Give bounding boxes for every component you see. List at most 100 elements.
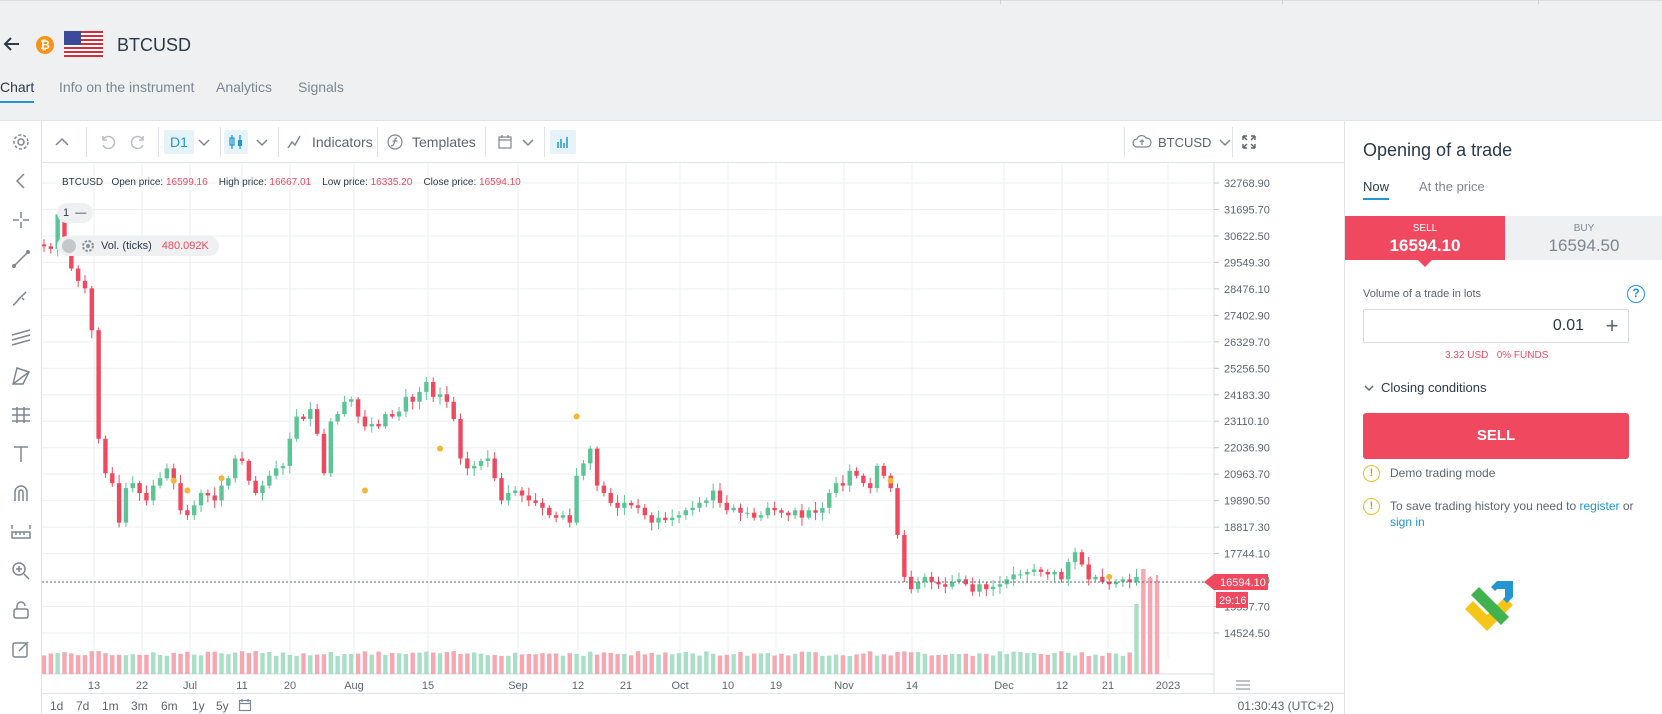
buy-price-box[interactable]: BUY 16594.50: [1505, 216, 1662, 260]
measure-icon[interactable]: [9, 520, 33, 544]
lock-icon[interactable]: [9, 598, 33, 622]
undo-icon[interactable]: [98, 130, 118, 154]
history-notice-text: To save trading history you need to regi…: [1390, 498, 1643, 530]
candle-body: [69, 243, 74, 269]
volume-bar: [731, 654, 736, 674]
y-tick-label: 29549.30: [1224, 257, 1270, 269]
tab-analytics[interactable]: Analytics: [216, 79, 273, 95]
volume-bar: [417, 652, 422, 674]
period-6m[interactable]: 6m: [161, 699, 178, 713]
sign-in-link[interactable]: sign in: [1390, 515, 1425, 529]
x-tick-label: 19: [770, 680, 782, 692]
candle-body: [198, 493, 204, 506]
fibonacci-icon[interactable]: [9, 403, 33, 427]
crosshair-icon[interactable]: [9, 208, 33, 232]
y-tick-label: 22036.90: [1224, 443, 1270, 455]
volume-bar: [635, 651, 641, 674]
brand-logo: [1457, 573, 1521, 637]
indicator-settings-icon[interactable]: [80, 238, 96, 254]
volume-bar: [786, 655, 791, 674]
zoom-icon[interactable]: [9, 559, 33, 583]
volume-bar: [410, 652, 415, 674]
tab-now[interactable]: Now: [1363, 179, 1390, 200]
magnet-icon[interactable]: [9, 481, 33, 505]
candle-body: [813, 510, 818, 513]
tab-chart[interactable]: Chart: [0, 79, 35, 103]
candle-body: [629, 502, 634, 506]
candle-body: [656, 517, 661, 523]
candle-body: [669, 517, 675, 521]
pane-number-badge[interactable]: 1 —: [57, 203, 93, 223]
fullscreen-icon[interactable]: [1240, 130, 1258, 154]
volume-bar: [1004, 654, 1009, 674]
settings-gear-icon[interactable]: [9, 130, 33, 154]
shape-icon[interactable]: [9, 364, 33, 388]
back-arrow-icon[interactable]: [2, 34, 22, 54]
volume-bar: [205, 651, 211, 674]
volume-bar: [833, 654, 839, 674]
templates-label: Templates: [412, 134, 476, 150]
closing-conditions-toggle[interactable]: Closing conditions: [1363, 380, 1487, 395]
calendar-icon[interactable]: [496, 130, 514, 154]
current-price-badge: [1204, 573, 1268, 590]
candle-body: [731, 507, 736, 511]
y-tick-label: 17744.10: [1224, 549, 1270, 561]
trend-line-icon[interactable]: [9, 247, 33, 271]
closing-conditions-label: Closing conditions: [1381, 380, 1487, 395]
volume-bar: [314, 654, 320, 674]
legend-low-label: Low price:: [322, 177, 368, 188]
volume-toggle-icon[interactable]: [550, 130, 576, 154]
chart-canvas[interactable]: 32768.90 31695.70 30622.50 29549.30 28476.10…: [42, 163, 1344, 693]
timeframe-select[interactable]: D1: [164, 130, 194, 154]
price-chart[interactable]: 32768.90 31695.70 30622.50 29549.30 28476.10…: [42, 163, 1344, 693]
y-tick-label: 26329.70: [1224, 337, 1270, 349]
top-divider: [1282, 0, 1283, 4]
candle-body: [267, 475, 272, 486]
period-3m[interactable]: 3m: [131, 699, 148, 713]
chevron-up-icon[interactable]: [52, 130, 72, 154]
volume-bar: [1079, 652, 1085, 674]
period-1m[interactable]: 1m: [102, 699, 119, 713]
chevron-down-icon[interactable]: [520, 130, 536, 154]
lots-input[interactable]: [1364, 310, 1598, 342]
channel-icon[interactable]: [9, 325, 33, 349]
chevron-down-icon[interactable]: [254, 130, 270, 154]
tab-info[interactable]: Info on the instrument: [59, 79, 195, 95]
help-icon[interactable]: ?: [1627, 285, 1645, 303]
volume-bar: [779, 653, 784, 674]
symbol-select[interactable]: BTCUSD: [1132, 130, 1233, 154]
remove-indicator-icon[interactable]: [62, 239, 76, 253]
collapse-left-icon[interactable]: [9, 169, 33, 193]
templates-button[interactable]: Templates: [386, 130, 476, 154]
period-7d[interactable]: 7d: [76, 699, 90, 713]
period-1y[interactable]: 1y: [192, 699, 205, 713]
volume-bar: [553, 653, 559, 674]
indicators-button[interactable]: Indicators: [286, 130, 373, 154]
edit-icon[interactable]: [9, 637, 33, 661]
text-tool-icon[interactable]: [9, 442, 33, 466]
candle-body: [840, 483, 846, 486]
tab-at-the-price[interactable]: At the price: [1419, 179, 1485, 194]
sell-price-box[interactable]: SELL 16594.10: [1345, 216, 1505, 260]
tab-signals[interactable]: Signals: [298, 79, 344, 95]
sell-button[interactable]: SELL: [1363, 413, 1629, 459]
volume-bar: [1093, 654, 1098, 674]
redo-icon[interactable]: [128, 130, 148, 154]
brush-icon[interactable]: [9, 286, 33, 310]
volume-bar: [301, 653, 306, 674]
volume-bar: [827, 655, 832, 674]
register-link[interactable]: register: [1579, 499, 1620, 513]
volume-bar: [369, 654, 374, 674]
volume-bar: [690, 653, 695, 674]
calendar-icon[interactable]: [238, 698, 252, 714]
period-1d[interactable]: 1d: [50, 699, 64, 713]
x-tick-label: 12: [1056, 680, 1068, 692]
candle-body: [410, 396, 415, 402]
pane-collapse[interactable]: —: [75, 207, 87, 219]
period-5y[interactable]: 5y: [216, 699, 229, 713]
plus-icon[interactable]: +: [1605, 313, 1619, 338]
candle-body: [765, 507, 770, 516]
candlestick-type-icon[interactable]: [224, 130, 248, 154]
chevron-down-icon[interactable]: [196, 130, 212, 154]
candle-body: [499, 478, 504, 501]
